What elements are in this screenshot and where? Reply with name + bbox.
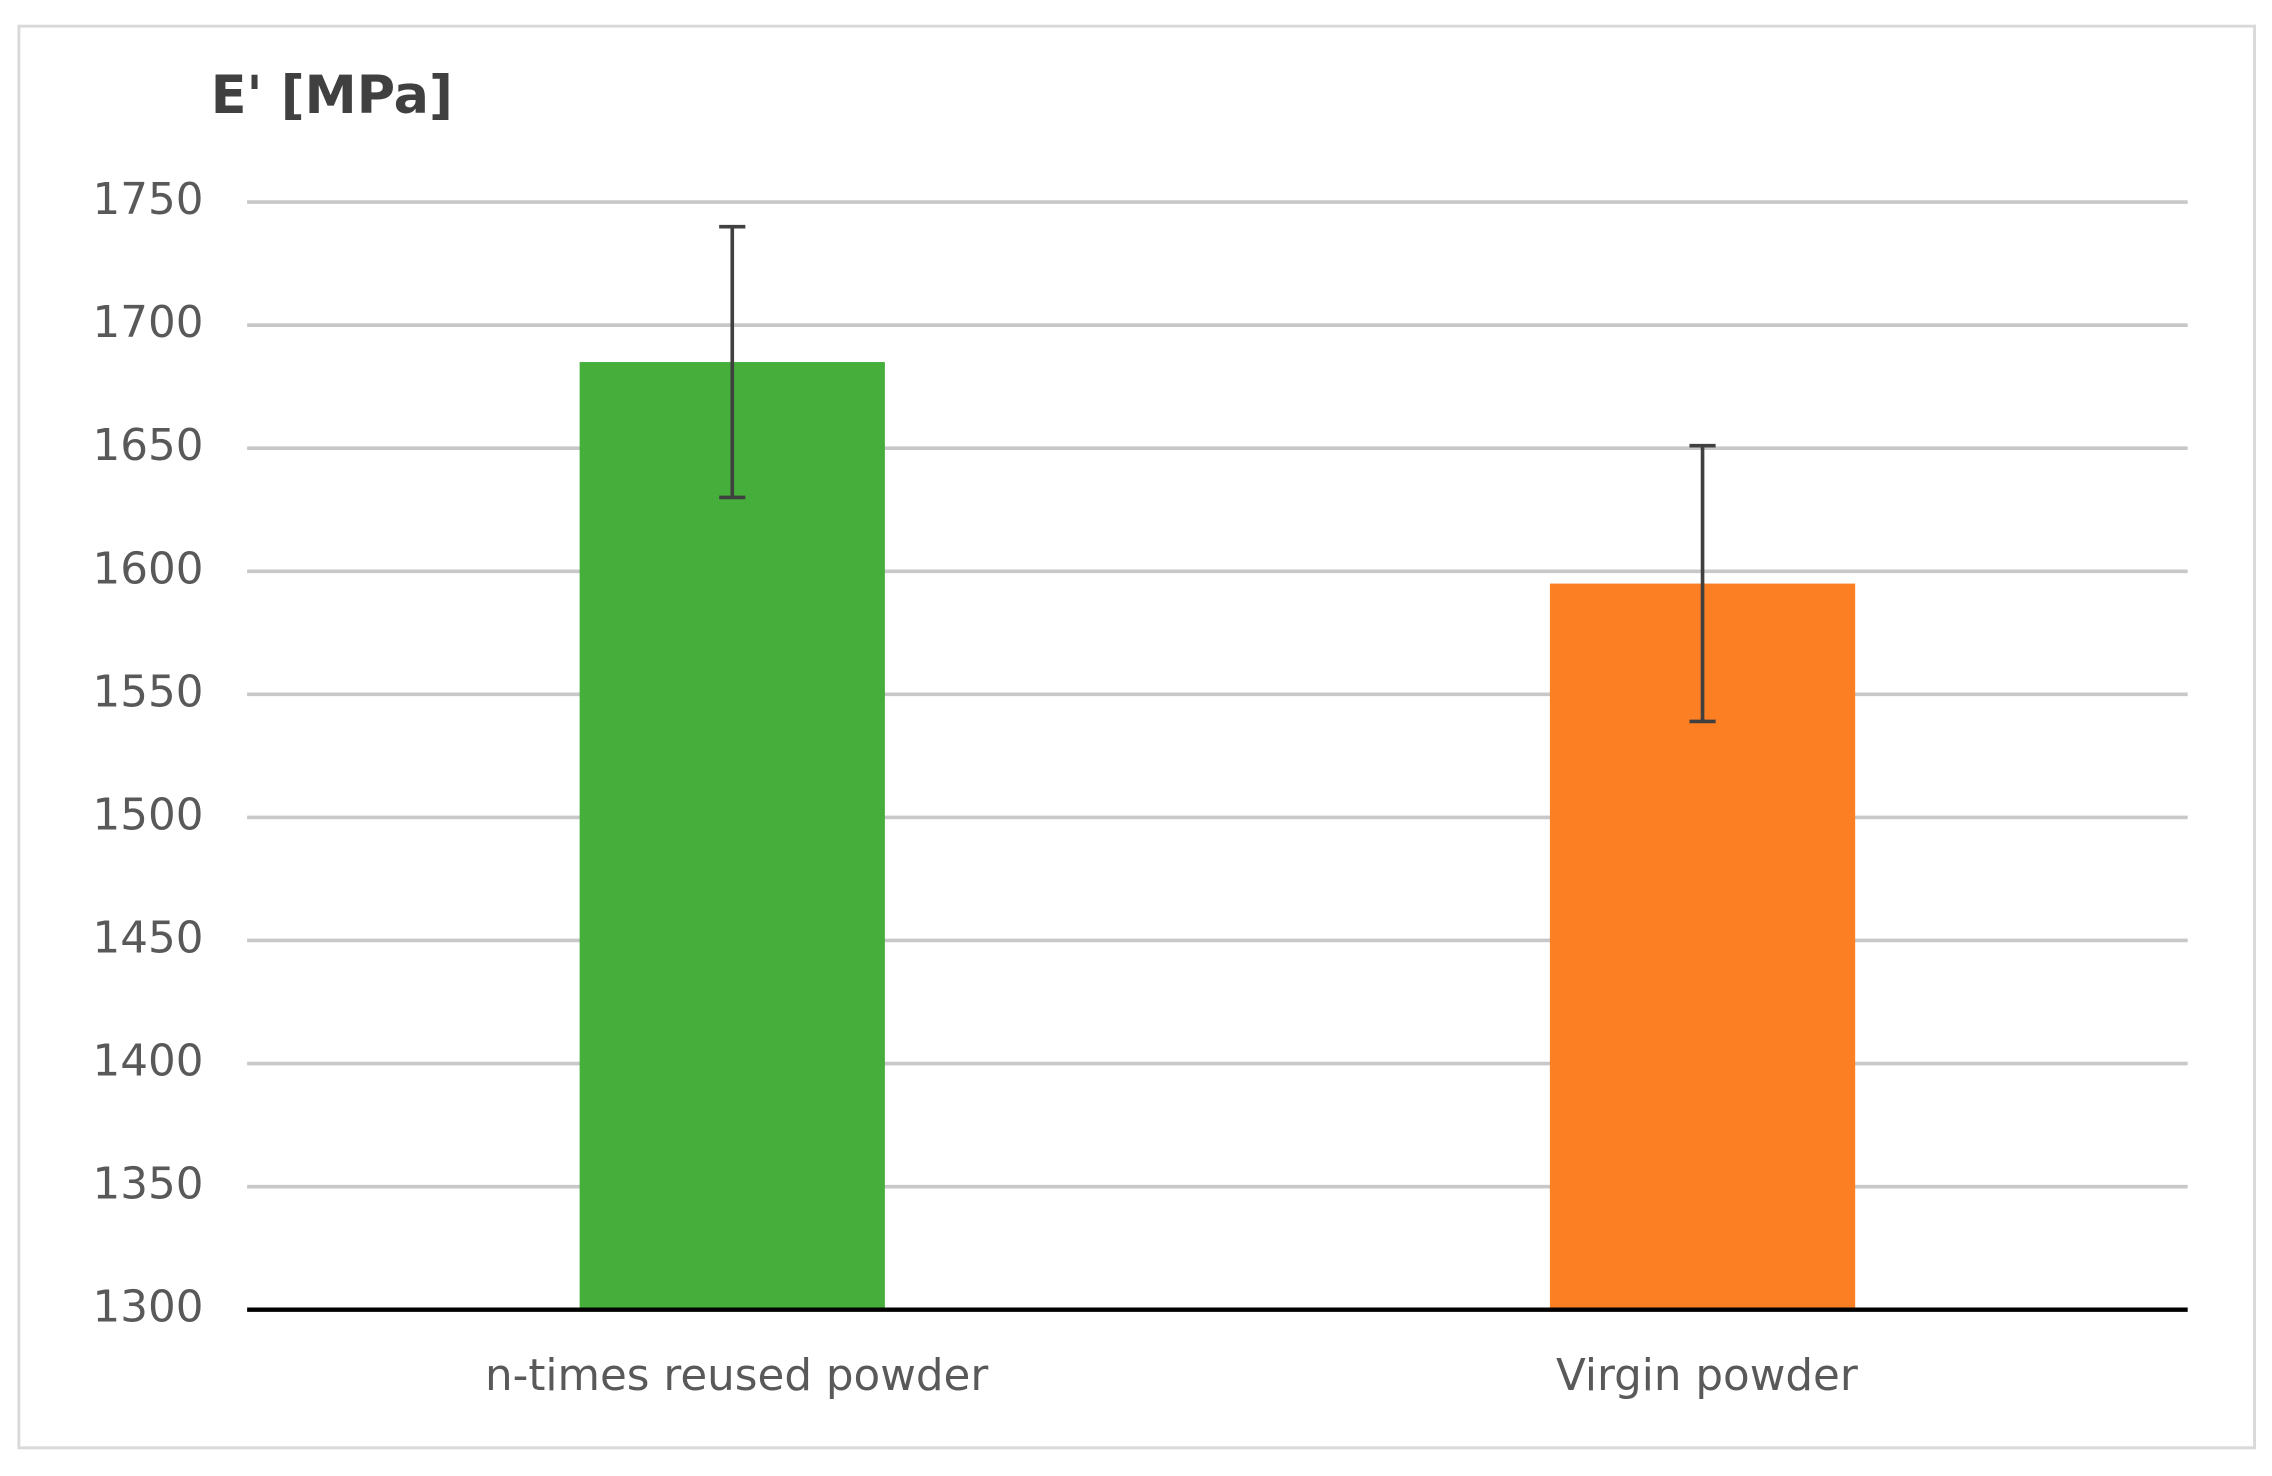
y-tick-label: 1550: [93, 667, 204, 717]
error-bar: [1689, 443, 1716, 724]
y-tick-label: 1700: [93, 298, 204, 348]
y-tick-label: 1400: [93, 1037, 204, 1087]
y-tick-label: 1650: [93, 421, 204, 471]
error-bar: [719, 224, 746, 500]
y-tick-label: 1500: [93, 790, 204, 840]
y-tick-label: 1600: [93, 544, 204, 594]
y-tick-label: 1300: [93, 1283, 204, 1333]
chart-frame: [17, 24, 2257, 1450]
y-axis-label: E' [MPa]: [211, 65, 453, 126]
y-tick-label: 1750: [93, 175, 204, 225]
x-tick-label: n-times reused powder: [485, 1351, 988, 1401]
x-tick-label: Virgin powder: [1556, 1351, 1858, 1401]
y-tick-label: 1450: [93, 913, 204, 963]
y-tick-label: 1350: [93, 1160, 204, 1210]
bar: [579, 362, 885, 1310]
